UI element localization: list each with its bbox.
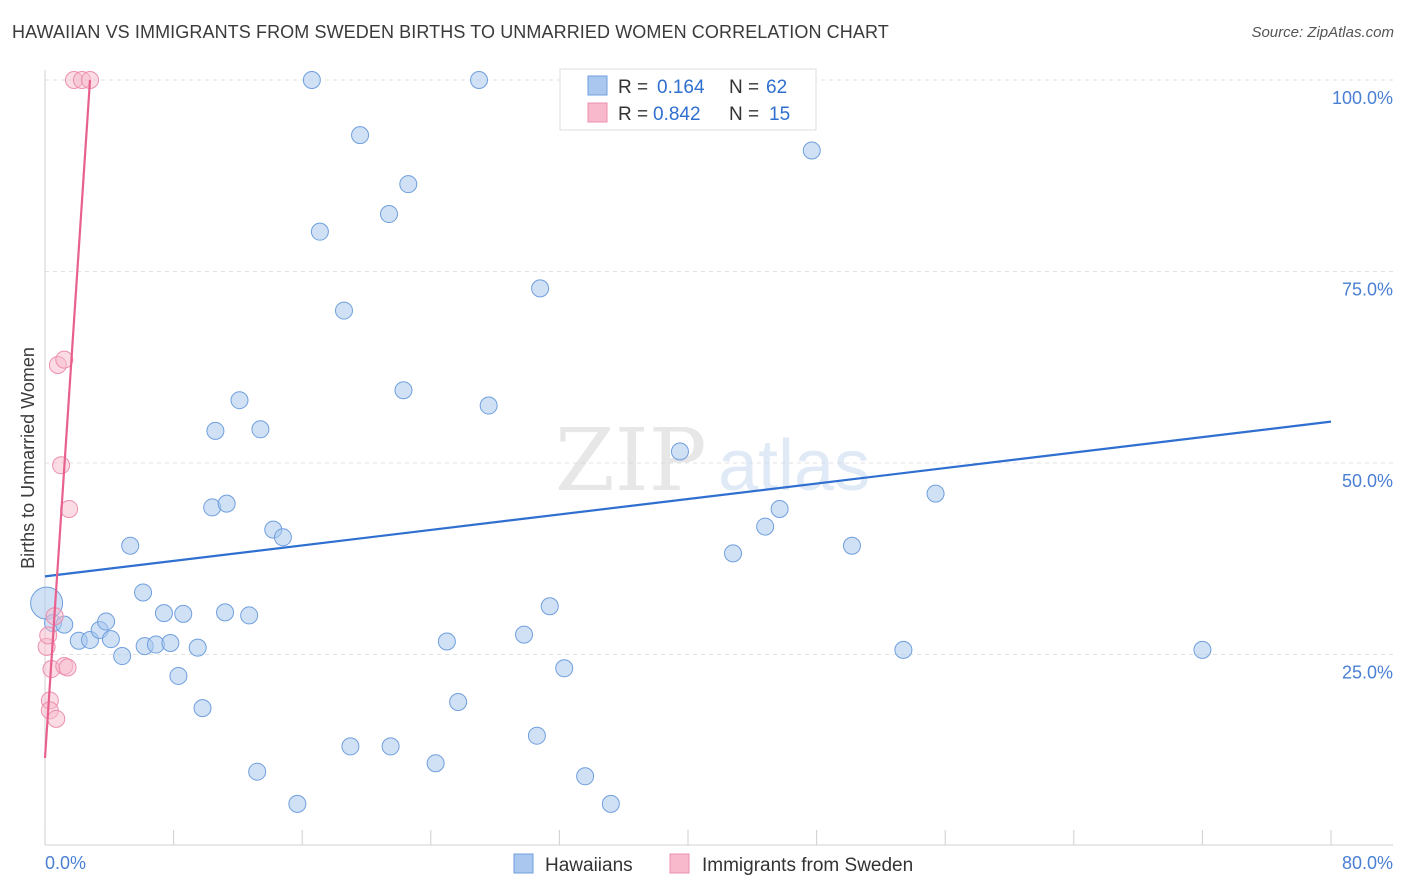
hawaiians-point-8 — [113, 647, 132, 666]
hawaiians-point-26 — [251, 420, 270, 439]
hawaiians-point-6 — [97, 612, 116, 631]
sweden-point-11 — [58, 658, 77, 677]
hawaiians-point-32 — [334, 301, 353, 320]
y-tick-label-50: 50.0% — [1342, 471, 1393, 491]
hawaiians-point-57 — [842, 536, 861, 555]
watermark-zip: ZIP — [555, 411, 707, 511]
legend-r-label-2: R = — [618, 104, 648, 125]
sweden-point-6 — [47, 709, 66, 728]
hawaiians-point-39 — [426, 754, 445, 773]
x-tick-label-max: 80.0% — [1342, 853, 1393, 873]
hawaiians-point-22 — [217, 494, 236, 513]
hawaiians-point-20 — [206, 421, 225, 440]
y-tick-label-25: 25.0% — [1342, 663, 1393, 683]
hawaiians-point-34 — [351, 126, 370, 145]
bottom-legend-swatch-hawaiians — [513, 853, 534, 874]
sweden-point-12 — [60, 499, 79, 518]
hawaiians-point-55 — [770, 499, 789, 518]
sweden-trend-line — [43, 79, 92, 758]
hawaiians-point-41 — [449, 692, 468, 711]
hawaiians-point-35 — [380, 205, 399, 224]
legend-n-label-1: N = — [729, 77, 759, 98]
bottom-legend: Hawaiians Immigrants from Sweden — [513, 853, 913, 876]
hawaiians-trend-line — [44, 420, 1332, 578]
hawaiians-point-56 — [802, 141, 821, 160]
hawaiians-point-59 — [926, 484, 945, 503]
legend-n-value-1: 62 — [766, 77, 787, 98]
legend-n-value-2: 15 — [769, 104, 790, 125]
hawaiians-point-45 — [527, 726, 546, 745]
legend-swatch-hawaiians — [587, 75, 608, 96]
trend-lines — [43, 79, 1332, 758]
x-tick-label-min: 0.0% — [45, 853, 86, 873]
hawaiians-point-33 — [341, 737, 360, 756]
y-tick-label-100: 100.0% — [1332, 88, 1393, 108]
hawaiians-point-31 — [310, 222, 329, 241]
hawaiians-point-30 — [302, 71, 321, 89]
legend-r-value-1: 0.164 — [657, 77, 705, 98]
hawaiians-point-15 — [169, 666, 188, 685]
chart-title: HAWAIIAN VS IMMIGRANTS FROM SWEDEN BIRTH… — [12, 22, 889, 42]
hawaiians-point-37 — [394, 381, 413, 400]
hawaiians-point-36 — [381, 737, 400, 756]
watermark-atlas: atlas — [718, 426, 870, 506]
hawaiians-point-25 — [248, 762, 267, 781]
hawaiians-point-7 — [101, 630, 120, 649]
hawaiians-point-42 — [470, 71, 489, 89]
hawaiians-point-53 — [724, 544, 743, 563]
sweden-point-9 — [55, 350, 74, 369]
gridlines — [45, 79, 1393, 655]
hawaiians-point-60 — [1193, 640, 1212, 659]
hawaiians-point-51 — [601, 794, 620, 813]
hawaiians-point-9 — [121, 536, 140, 555]
legend-swatch-sweden — [587, 102, 608, 123]
hawaiians-point-28 — [273, 528, 292, 547]
hawaiians-point-16 — [174, 604, 193, 623]
bottom-legend-swatch-sweden — [669, 853, 690, 874]
hawaiians-point-40 — [437, 632, 456, 651]
hawaiians-point-54 — [756, 517, 775, 536]
hawaiians-point-21 — [216, 603, 235, 622]
hawaiians-point-29 — [288, 794, 307, 813]
hawaiians-point-52 — [670, 442, 689, 461]
hawaiians-point-38 — [399, 175, 418, 194]
hawaiians-point-44 — [515, 625, 534, 644]
legend-n-label-2: N = — [729, 104, 759, 125]
hawaiians-point-48 — [555, 659, 574, 678]
hawaiians-point-43 — [479, 396, 498, 415]
hawaiians-point-46 — [531, 279, 550, 298]
source-credit: Source: ZipAtlas.com — [1251, 24, 1394, 41]
legend-r-label-1: R = — [618, 77, 648, 98]
hawaiians-point-14 — [161, 634, 180, 653]
bottom-legend-label-hawaiians: Hawaiians — [545, 855, 633, 876]
hawaiians-point-47 — [540, 597, 559, 616]
hawaiians-points — [30, 71, 1212, 813]
hawaiians-point-58 — [894, 640, 913, 659]
hawaiians-point-18 — [193, 699, 212, 718]
sweden-point-8 — [52, 456, 71, 475]
hawaiians-point-24 — [240, 606, 259, 625]
y-tick-label-75: 75.0% — [1342, 280, 1393, 300]
legend-box: R = 0.164 N = 62 R = 0.842 N = 15 — [559, 68, 817, 131]
hawaiians-point-10 — [134, 583, 153, 602]
y-axis-title: Births to Unmarried Women — [18, 347, 38, 569]
legend-r-value-2: 0.842 — [653, 104, 701, 125]
bottom-legend-label-sweden: Immigrants from Sweden — [702, 855, 913, 876]
hawaiians-point-23 — [230, 391, 249, 410]
hawaiians-point-50 — [576, 767, 595, 786]
hawaiians-point-13 — [154, 604, 173, 623]
hawaiians-point-17 — [188, 638, 207, 657]
